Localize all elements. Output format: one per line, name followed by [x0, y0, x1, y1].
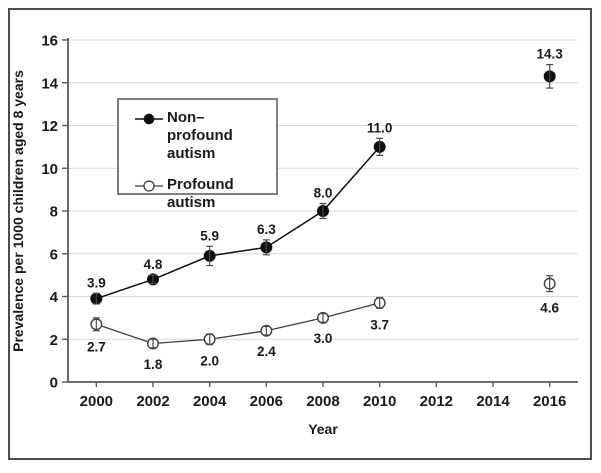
data-label: 2.4 — [257, 344, 276, 359]
series-line — [96, 146, 381, 300]
data-label: 8.0 — [314, 186, 333, 201]
error-bar — [376, 296, 384, 309]
legend-item-profound: Profound autism — [135, 176, 270, 212]
error-bar — [376, 137, 384, 157]
chart-text: 2002 — [136, 393, 169, 410]
data-label: 2.0 — [200, 354, 219, 369]
chart-text: 0 — [50, 375, 58, 392]
legend-label: Non–profound autism — [167, 109, 233, 162]
data-label: 4.8 — [144, 257, 163, 272]
y-axis-title: Prevalence per 1000 children aged 8 year… — [10, 70, 26, 352]
chart-text: 6 — [50, 246, 58, 263]
chart-text: 14 — [41, 75, 58, 92]
error-bar — [149, 338, 157, 349]
y-tick-labels: 0 2 4 6 8 10 12 14 16 — [41, 33, 58, 392]
error-bar — [319, 202, 327, 220]
axes — [62, 38, 578, 387]
data-label: 5.9 — [200, 228, 219, 243]
chart-text: 2016 — [533, 393, 566, 410]
error-bar — [206, 333, 214, 346]
error-bar — [206, 245, 214, 267]
error-bar — [92, 317, 100, 332]
error-bar — [546, 275, 554, 293]
error-bar — [319, 313, 327, 323]
series-line — [96, 302, 380, 345]
chart-text: 4 — [50, 289, 59, 306]
figure-border — [8, 8, 592, 460]
data-label: 11.0 — [367, 120, 393, 135]
error-bar — [546, 63, 554, 89]
chart-text: 2010 — [363, 393, 396, 410]
x-axis-title: Year — [308, 421, 338, 437]
chart-text: 10 — [41, 161, 58, 178]
legend: Non–profound autism Profound autism — [117, 98, 278, 211]
axis-titles: Prevalence per 1000 children aged 8 year… — [10, 70, 338, 437]
chart-text: 16 — [41, 33, 58, 50]
legend-item-non-profound: Non–profound autism — [135, 109, 270, 163]
chart-text: 12 — [41, 118, 58, 135]
open-circle-icon — [135, 180, 163, 192]
chart-text: 2006 — [250, 393, 283, 410]
data-label: 3.9 — [87, 275, 106, 290]
chart-text: 2000 — [80, 393, 113, 410]
error-bar — [262, 325, 270, 336]
error-bar — [262, 239, 270, 256]
data-label: 3.0 — [314, 331, 333, 346]
data-label: 1.8 — [144, 357, 163, 372]
data-label: 4.6 — [540, 301, 559, 316]
chart-text: 2008 — [306, 393, 339, 410]
legend-label: Profound autism — [167, 176, 234, 211]
chart-text: 2004 — [193, 393, 227, 410]
chart-text: 8 — [50, 204, 58, 221]
chart-text: 2 — [50, 332, 58, 349]
error-bar — [149, 274, 157, 285]
series-non-profound: 3.9 4.8 5.9 6.3 8.0 11.0 14.3 — [87, 47, 563, 305]
x-tick-labels: 2000 2002 2004 2006 2008 2010 2012 2014 2016 — [80, 393, 567, 410]
series-profound: 2.7 1.8 2.0 2.4 3.0 3.7 4.6 — [87, 275, 560, 372]
chart-text: 2012 — [420, 393, 453, 410]
chart-text: 2014 — [476, 393, 510, 410]
data-label: 2.7 — [87, 340, 106, 355]
data-label: 6.3 — [257, 222, 276, 237]
filled-circle-icon — [135, 113, 163, 125]
data-label: 14.3 — [537, 47, 564, 62]
error-bar — [92, 292, 100, 305]
data-label: 3.7 — [370, 317, 389, 332]
